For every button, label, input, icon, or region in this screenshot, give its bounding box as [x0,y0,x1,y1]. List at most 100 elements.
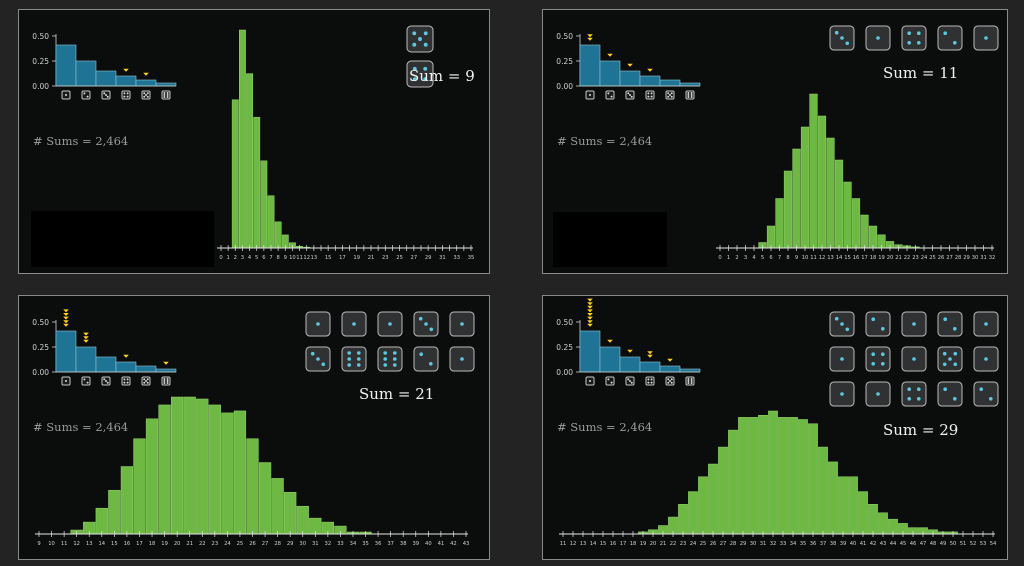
die-pip [876,36,880,40]
dist-category-die-icon [645,90,655,100]
die-pip [423,42,428,47]
sum-xtick-label: 23 [212,541,219,547]
die-pip [687,380,690,382]
sum-xtick-label: 17 [861,255,868,261]
roll-marker [163,361,169,365]
die-pip [163,92,166,94]
die-pip [953,362,958,367]
die-face [413,346,439,372]
sum-xtick-label: 46 [910,541,917,547]
dist-category-die-icon [81,376,91,386]
dist-category-die-icon [161,376,171,386]
die-pip [607,92,610,95]
sum-xtick-label: 30 [750,541,757,547]
die-pip [687,96,690,98]
sum-bar [778,417,788,535]
sum-xtick-label: 42 [870,541,877,547]
die-face [937,311,963,337]
sum-xtick-label: 11 [810,255,817,261]
panel-chart: 0.500.250.000 1 2 3 4 5 6 7 8 9 10 11 12 13 15 17 19 21 23… [32,25,474,261]
sum-bar [768,410,778,535]
die-face [685,90,695,100]
die-pip [989,397,993,401]
sum-xtick-label: 43 [463,541,470,547]
die-pip [418,316,423,321]
sum-xtick-label: 37 [820,541,827,547]
die-pip [834,30,839,35]
die-pip [871,317,875,321]
die-face [341,346,367,372]
sum-xtick-label: 18 [149,541,156,547]
sum-xtick-label: 39 [412,541,419,547]
sum-xtick-label: 17 [136,541,143,547]
sum-bar [783,170,793,249]
die-pip [647,95,650,98]
sum-bar [208,404,221,535]
dist-bar [75,346,97,373]
die-pip [907,387,911,391]
sum-xtick-label: 40 [850,541,857,547]
roll-marker [587,305,593,309]
die-pip [103,92,106,95]
sum-xtick-label: 7 [778,255,781,261]
die-face [645,90,655,100]
dist-category-die-icon [685,90,695,100]
die-pip [383,357,388,361]
sum-xtick-label: 32 [770,541,777,547]
rolled-die-icon [901,311,927,337]
dist-category-die-icon [121,376,131,386]
roll-marker [607,53,613,57]
die-pip [942,362,947,367]
panel-chart: 0.500.250.000 1 2 3 4 5 6 7 8 9 10 11 12 13 14 15 16 17 18… [556,25,999,261]
die-pip [126,92,129,95]
sum-xtick-label: 31 [312,541,319,547]
die-pip [163,378,166,380]
roll-marker [587,309,593,313]
panel-2-dice: 0.50 0.25 0.00 0 1 2 3 4 5 6 7 8 9 10 11 12 13 15 17 19 21 23… [18,9,490,274]
dist-category-die-icon [625,376,635,386]
die-pip [146,381,149,384]
panel-chart: 0.50 0.25 0.00 11 12 13 14 15 16 17 18 19 20 21 22 23 24… [556,298,999,547]
roll-marker [587,316,593,320]
die-pip [418,37,422,41]
roll-marker [627,349,633,353]
sum-bar [296,505,309,535]
sum-bar [698,476,708,535]
sum-bar [108,490,121,535]
die-pip [647,378,650,381]
die-face [161,90,171,100]
sum-xtick-label: 6 [769,255,772,261]
sum-xtick-label: 47 [920,541,927,547]
sum-bar [728,429,738,535]
die-pip [630,95,633,98]
sum-xtick-label: 3 [241,255,244,261]
dist-ytick-label: 0.25 [556,57,573,66]
rolled-die-icon [901,381,927,407]
dist-category-die-icon [625,90,635,100]
die-pip [65,94,67,96]
dist-ytick-label: 0.50 [32,318,49,327]
sum-bar [775,198,784,249]
die-pip [917,387,921,391]
sum-xtick-label: 21 [660,541,667,547]
die-pip [429,362,433,366]
die-pip [650,92,653,95]
sum-xtick-label: 18 [630,541,637,547]
die-pip [650,381,653,384]
die-pip [393,357,397,361]
die-face [901,381,927,407]
sum-xtick-label: 53 [980,541,987,547]
dist-bar [599,60,621,87]
sum-xtick-label: 20 [887,255,894,261]
sum-xtick-label: 33 [780,541,787,547]
dist-bar [135,365,157,373]
die-pip [984,357,988,361]
sum-bar [838,476,848,535]
sum-xtick-label: 29 [287,541,294,547]
rolled-die-icon [413,346,439,372]
dist-bar [95,356,117,373]
sum-xtick-label: 22 [904,255,911,261]
sum-xtick-label: 43 [880,541,887,547]
die-face [865,346,891,372]
sum-bar [246,73,253,249]
